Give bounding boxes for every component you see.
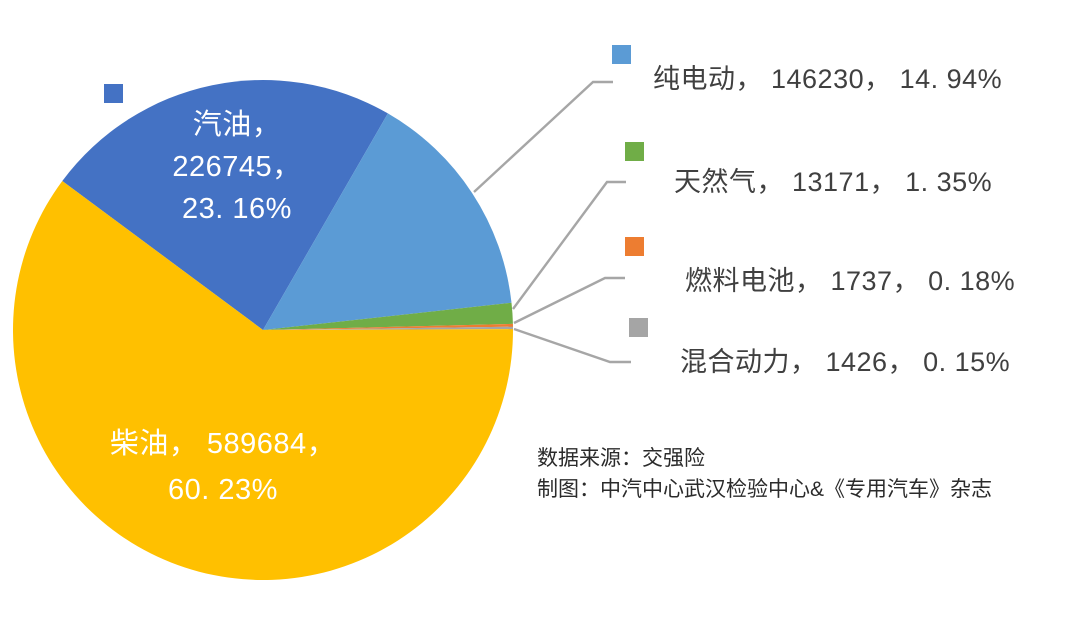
legend-swatch-pure-electric [612,45,631,64]
leader-line-pure-electric [473,80,613,193]
slice-label-diesel-percent: 60. 23% [168,474,278,506]
leader-line-hybrid [513,327,631,364]
pie-slice-fuel-cell [263,323,513,330]
leader-line-natural-gas [512,180,626,310]
slice-label-gasoline: 汽油， 226745， 23. 16% [117,104,357,230]
callout-label-fuel-cell: 燃料电池， 1737， 0. 18% [685,266,1016,296]
slice-label-diesel-value: 柴油， 589684， [109,428,337,460]
legend-swatch-natural-gas [625,142,644,161]
pie-slices [12,80,513,580]
leader-line-fuel-cell [513,276,625,325]
legend-swatch-hybrid [629,318,648,337]
callout-label-natural-gas: 天然气， 13171， 1. 35% [674,167,993,197]
callout-label-pure-electric: 纯电动， 146230， 14. 94% [653,64,1003,94]
slice-label-gasoline-name: 汽油， [192,109,282,141]
legend-swatch-fuel-cell [625,237,644,256]
slice-label-gasoline-percent: 23. 16% [182,193,292,225]
source-note-data-source: 数据来源：交强险 [537,447,705,470]
pie-slice-pure-electric [263,113,512,331]
legend-swatch-gasoline [104,84,123,103]
pie-slice-hybrid [263,326,513,330]
pie-slice-diesel [12,180,513,580]
leader-lines [473,80,631,364]
pie-slice-natural-gas [263,302,513,330]
slice-label-diesel: 柴油， 589684， 60. 23% [83,421,363,513]
pie-slice-gasoline [62,80,388,330]
source-note: 数据来源：交强险 制图：中汽中心武汉检验中心&《专用汽车》杂志 [537,443,992,505]
callout-label-hybrid: 混合动力， 1426， 0. 15% [680,347,1011,377]
source-note-credit: 制图：中汽中心武汉检验中心&《专用汽车》杂志 [537,478,993,501]
slice-label-gasoline-value: 226745， [172,151,302,183]
